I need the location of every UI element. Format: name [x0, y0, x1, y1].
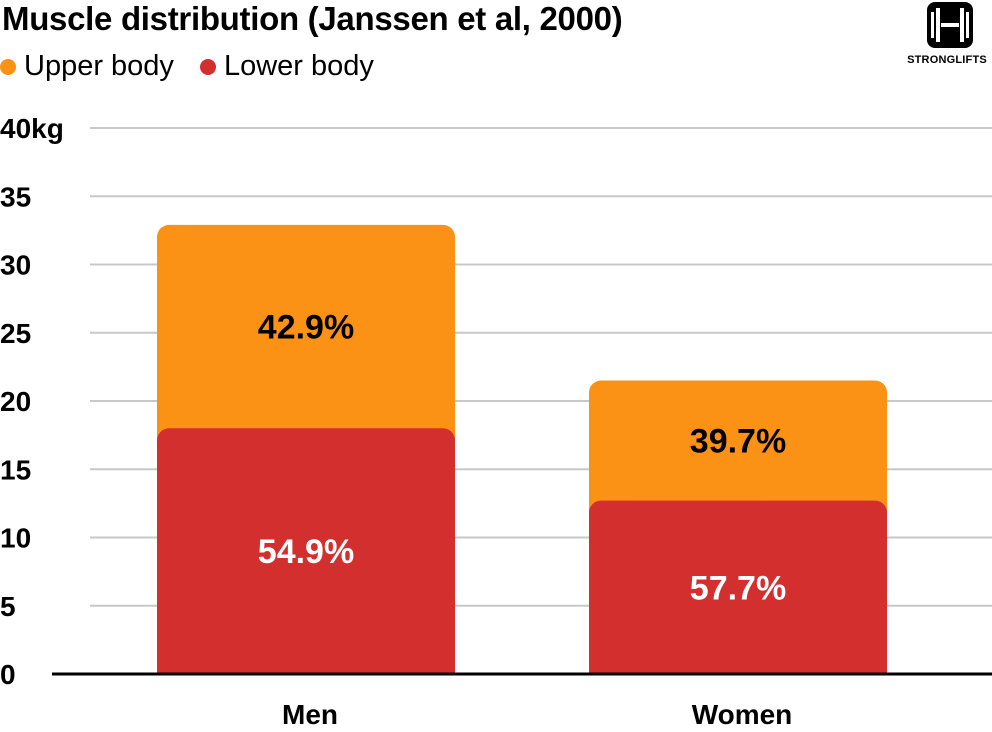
legend: Upper body Lower body: [0, 50, 400, 83]
y-tick-label: 30: [0, 250, 31, 281]
brand-name: STRONGLIFTS: [907, 54, 987, 66]
y-tick-label: 0: [0, 659, 16, 690]
legend-label-upper-body: Upper body: [24, 50, 174, 82]
y-tick-label: 25: [0, 318, 31, 349]
brand-logo: STRONGLIFTS: [904, 0, 990, 72]
bar-value-label: 57.7%: [690, 569, 786, 607]
x-category-label: Men: [282, 699, 338, 730]
y-tick-label: 40kg: [0, 113, 64, 144]
bar-lower-body: [157, 428, 455, 686]
baseline-mask: [100, 675, 992, 695]
legend-item-lower-body: Lower body: [199, 50, 374, 83]
chart-title: Muscle distribution (Janssen et al, 2000…: [2, 0, 623, 37]
y-tick-label: 10: [0, 523, 31, 554]
legend-label-lower-body: Lower body: [223, 50, 374, 82]
bar-lower-body: [589, 500, 887, 686]
legend-swatch-lower-body: [199, 58, 216, 75]
y-tick-label: 20: [0, 386, 31, 417]
bar-value-label: 39.7%: [690, 423, 786, 461]
bar-value-label: 42.9%: [258, 309, 354, 347]
legend-swatch-upper-body: [0, 58, 16, 75]
legend-item-upper-body: Upper body: [0, 50, 174, 83]
x-category-label: Women: [692, 699, 793, 730]
bar-value-label: 54.9%: [258, 533, 354, 571]
y-tick-label: 5: [0, 591, 16, 622]
y-tick-label: 15: [0, 454, 31, 485]
y-tick-label: 35: [0, 181, 31, 212]
barbell-icon: [927, 2, 973, 48]
